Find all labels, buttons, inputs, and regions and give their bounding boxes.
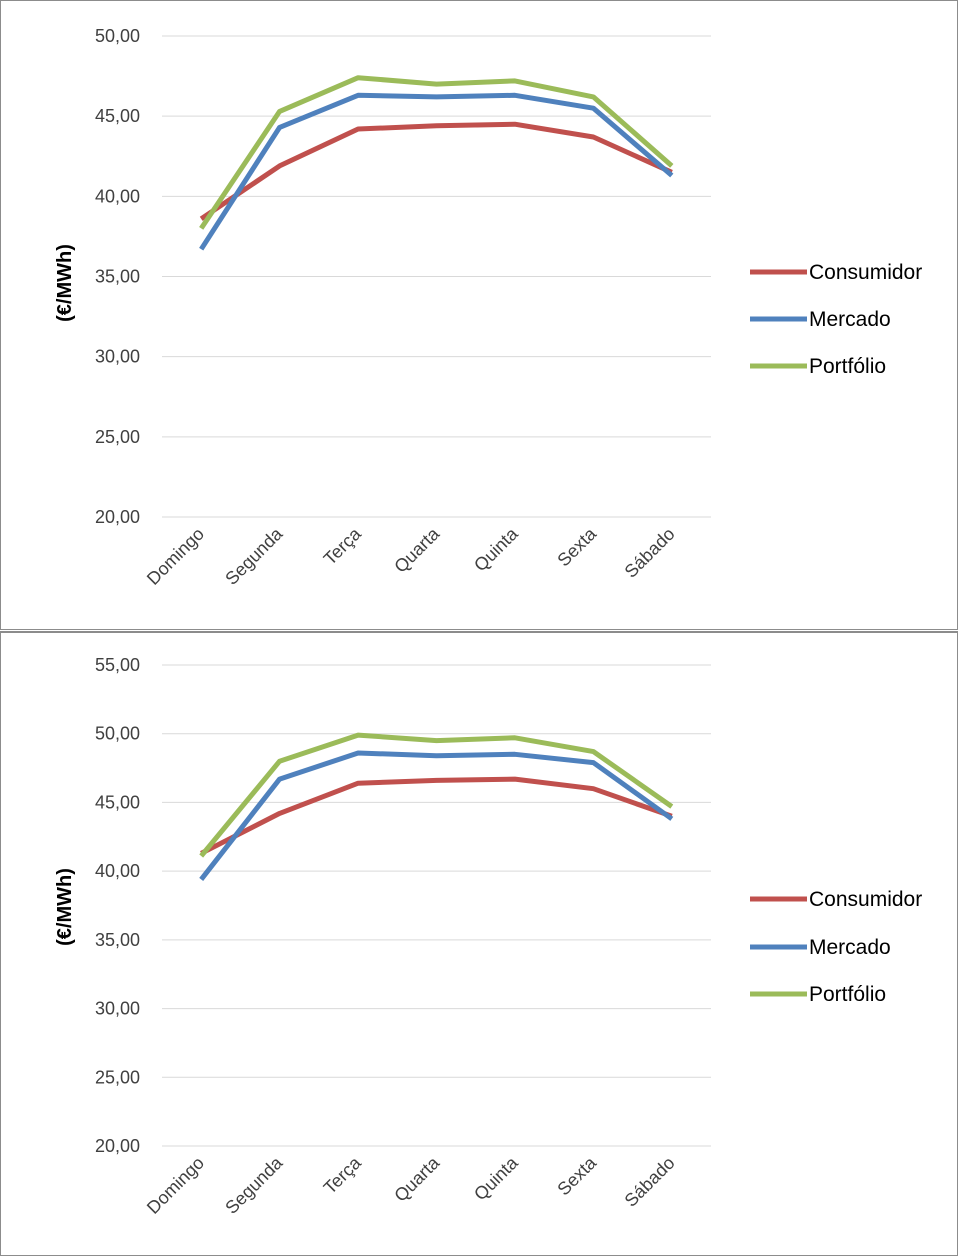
chart-1-y-tick-label: 20,00 xyxy=(95,507,140,527)
chart-2-legend-label-consumidor: Consumidor xyxy=(809,888,922,911)
chart-1-y-tick-label: 30,00 xyxy=(95,347,140,367)
line-chart-2-plot: 55,00 50,00 45,00 40,00 35,00 30,00 25,00 20,00… xyxy=(54,655,922,1218)
chart-2-x-tick-label: Domingo xyxy=(143,1153,208,1218)
chart-2-series-line-portflio xyxy=(199,732,674,858)
chart-1-x-tick-label: Quarta xyxy=(390,523,444,577)
chart-1-y-tick-label: 50,00 xyxy=(95,26,140,46)
chart-2-series-line-mercado xyxy=(199,750,674,881)
chart-2-legend-label-mercado: Mercado xyxy=(809,936,891,959)
line-chart-1-plot: 50,00 45,00 40,00 35,00 30,00 25,00 20,00 (€/MW… xyxy=(54,26,922,589)
chart-2-x-tick-label: Terça xyxy=(320,1152,366,1198)
chart-2-y-tick-label: 55,00 xyxy=(95,655,140,675)
chart-1-series-line-portflio xyxy=(199,75,674,230)
chart-1-legend-label-consumidor: Consumidor xyxy=(809,261,922,284)
chart-2-y-tick-label: 20,00 xyxy=(95,1136,140,1156)
chart-2-y-tick-label: 35,00 xyxy=(95,930,140,950)
chart-1-legend-label-portflio: Portfólio xyxy=(809,355,886,378)
chart-2-series-line-consumidor xyxy=(200,776,673,856)
line-chart-1: 50,00 45,00 40,00 35,00 30,00 25,00 20,00 (€/MW… xyxy=(0,0,958,630)
chart-2-y-tick-label: 45,00 xyxy=(95,792,140,812)
chart-1-x-tick-label: Domingo xyxy=(143,524,208,589)
chart-1-y-tick-label: 45,00 xyxy=(95,106,140,126)
chart-1-series-line-mercado xyxy=(199,92,674,251)
chart-2-x-tick-label: Quarta xyxy=(390,1152,444,1206)
chart-2-x-tick-label: Segunda xyxy=(221,1152,287,1218)
chart-2-y-tick-label: 30,00 xyxy=(95,999,140,1019)
chart-1-y-tick-label: 25,00 xyxy=(95,427,140,447)
chart-2-y-tick-label: 25,00 xyxy=(95,1067,140,1087)
chart-2-y-tick-label: 50,00 xyxy=(95,724,140,744)
chart-2-x-tick-label: Sexta xyxy=(553,1152,600,1199)
chart-2-legend-label-portflio: Portfólio xyxy=(809,983,886,1006)
chart-1-x-tick-label: Quinta xyxy=(470,523,522,575)
chart-1-x-tick-label: Sexta xyxy=(553,523,600,570)
chart-2-y-tick-label: 40,00 xyxy=(95,861,140,881)
chart-1-x-tick-label: Terça xyxy=(320,523,366,569)
chart-2-x-tick-label: Quinta xyxy=(470,1152,522,1204)
chart-1-y-axis-title: (€/MWh) xyxy=(54,244,76,322)
chart-1-legend-label-mercado: Mercado xyxy=(809,308,891,331)
chart-1-x-tick-label: Segunda xyxy=(221,523,287,589)
chart-1-y-tick-label: 40,00 xyxy=(95,186,140,206)
chart-1-x-tick-label: Sábado xyxy=(621,524,679,582)
chart-2-y-axis-title: (€/MWh) xyxy=(54,868,76,946)
chart-2-x-tick-label: Sábado xyxy=(621,1153,679,1211)
line-chart-2: 55,00 50,00 45,00 40,00 35,00 30,00 25,00 20,00… xyxy=(0,631,958,1256)
chart-1-y-tick-label: 35,00 xyxy=(95,267,140,287)
chart-1-series-line-consumidor xyxy=(199,121,673,221)
